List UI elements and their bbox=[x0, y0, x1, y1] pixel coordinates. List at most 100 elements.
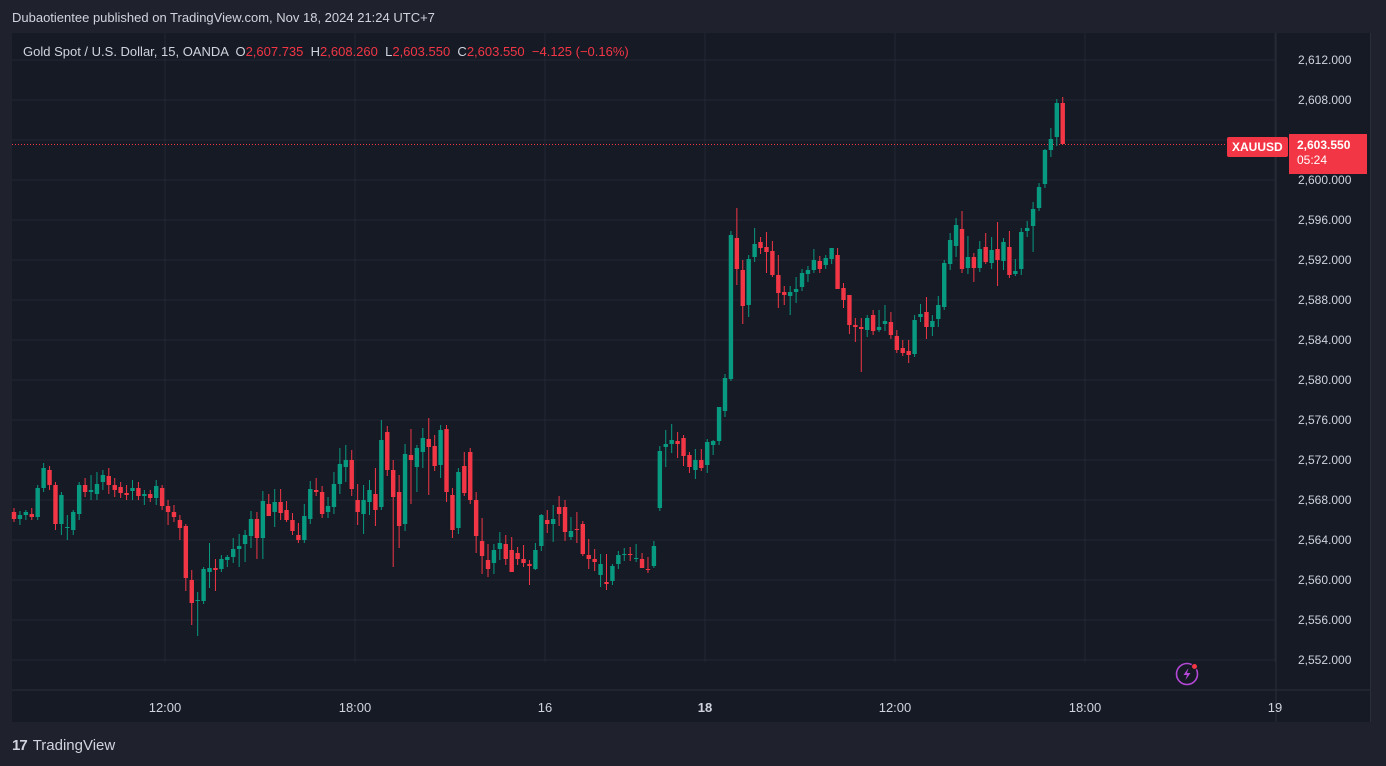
candle-up bbox=[633, 544, 639, 562]
candle-down bbox=[266, 494, 271, 516]
candle-up bbox=[799, 269, 805, 291]
candle-up bbox=[23, 510, 29, 520]
candle-down bbox=[296, 523, 301, 543]
bar-countdown: 05:24 bbox=[1297, 153, 1328, 167]
candle-down bbox=[189, 570, 194, 625]
candle-down bbox=[509, 537, 514, 572]
candle-down bbox=[177, 515, 183, 540]
symbol-badge: XAUUSD bbox=[1227, 137, 1288, 157]
candle-up bbox=[76, 482, 82, 520]
x-tick-label: 18:00 bbox=[339, 700, 372, 715]
candle-up bbox=[1030, 202, 1036, 252]
candle-up bbox=[787, 286, 793, 315]
candle-down bbox=[278, 489, 283, 520]
candle-down bbox=[118, 482, 123, 498]
candle-down bbox=[639, 553, 645, 568]
candle-down bbox=[995, 222, 1000, 286]
candle-down bbox=[900, 340, 905, 356]
candle-down bbox=[983, 233, 988, 264]
candle-up bbox=[882, 305, 888, 331]
candle-up bbox=[331, 472, 337, 514]
candle-down bbox=[734, 208, 740, 285]
candle-up bbox=[539, 514, 544, 551]
x-tick-label: 16 bbox=[538, 700, 552, 715]
legend-high: 2,608.260 bbox=[320, 44, 378, 59]
candle-up bbox=[308, 481, 313, 524]
candle-down bbox=[580, 521, 585, 556]
candle-down bbox=[906, 340, 911, 363]
last-price-badge: 2,603.550 05:24 bbox=[1289, 134, 1367, 174]
candle-down bbox=[971, 253, 977, 282]
x-tick-label: 18:00 bbox=[1069, 700, 1102, 715]
candle-down bbox=[1060, 97, 1065, 144]
legend-close-label: C bbox=[457, 44, 467, 59]
legend-open-label: O bbox=[235, 44, 246, 59]
candle-up bbox=[746, 255, 751, 317]
candle-down bbox=[758, 237, 763, 254]
candle-down bbox=[385, 426, 390, 476]
candle-up bbox=[953, 218, 959, 257]
y-tick-label: 2,568.000 bbox=[1298, 493, 1352, 507]
candle-down bbox=[628, 547, 633, 561]
tradingview-footer[interactable]: 17 TradingView bbox=[12, 737, 115, 754]
chart-legend: Gold Spot / U.S. Dollar, 15, OANDA O2,60… bbox=[23, 44, 629, 59]
candle-down bbox=[687, 452, 692, 473]
candle-down bbox=[604, 554, 609, 590]
candle-down bbox=[148, 490, 153, 502]
candle-down bbox=[1007, 231, 1012, 278]
candle-down bbox=[124, 485, 129, 500]
candle-up bbox=[705, 439, 710, 473]
candle-down bbox=[740, 260, 745, 324]
candle-up bbox=[936, 296, 941, 327]
candle-down bbox=[699, 449, 704, 471]
candle-up bbox=[710, 440, 716, 455]
candle-up bbox=[930, 315, 935, 336]
candle-down bbox=[11, 508, 17, 522]
y-tick-label: 2,572.000 bbox=[1298, 453, 1352, 467]
candle-down bbox=[473, 492, 479, 553]
candle-up bbox=[337, 448, 343, 494]
candle-up bbox=[550, 505, 556, 542]
candle-down bbox=[313, 478, 319, 496]
candle-up bbox=[59, 492, 64, 535]
candle-down bbox=[444, 425, 449, 502]
candle-down bbox=[213, 559, 218, 591]
candle-up bbox=[622, 548, 627, 561]
candle-up bbox=[716, 407, 722, 445]
candle-up bbox=[663, 430, 668, 467]
candle-down bbox=[426, 418, 431, 495]
y-tick-label: 2,588.000 bbox=[1298, 293, 1352, 307]
candle-up bbox=[142, 490, 147, 505]
candle-down bbox=[450, 488, 455, 538]
candle-up bbox=[947, 233, 953, 270]
y-tick-label: 2,596.000 bbox=[1298, 213, 1352, 227]
chart-pane[interactable] bbox=[12, 33, 1371, 722]
candle-up bbox=[88, 475, 94, 500]
candle-up bbox=[302, 504, 307, 543]
candle-up bbox=[793, 277, 799, 303]
candle-down bbox=[859, 318, 864, 372]
candle-up bbox=[242, 530, 248, 562]
y-tick-label: 2,564.000 bbox=[1298, 533, 1352, 547]
legend-change: −4.125 (−0.16%) bbox=[531, 44, 629, 59]
candle-down bbox=[776, 255, 781, 308]
candle-down bbox=[183, 524, 189, 591]
candle-up bbox=[219, 555, 224, 572]
candle-up bbox=[610, 564, 615, 585]
candle-down bbox=[319, 486, 325, 518]
candle-down bbox=[959, 211, 965, 273]
candle-up bbox=[722, 374, 728, 417]
candle-up bbox=[497, 532, 503, 560]
candle-down bbox=[870, 310, 876, 335]
candle-down bbox=[53, 482, 58, 530]
lightning-icon[interactable] bbox=[1175, 662, 1199, 686]
candle-up bbox=[1042, 149, 1048, 188]
candle-down bbox=[47, 466, 52, 490]
candle-up bbox=[693, 449, 698, 479]
candle-up bbox=[977, 241, 982, 272]
candle-down bbox=[888, 312, 894, 339]
candle-up bbox=[207, 543, 212, 588]
candle-down bbox=[574, 512, 580, 543]
candle-down bbox=[562, 500, 568, 541]
